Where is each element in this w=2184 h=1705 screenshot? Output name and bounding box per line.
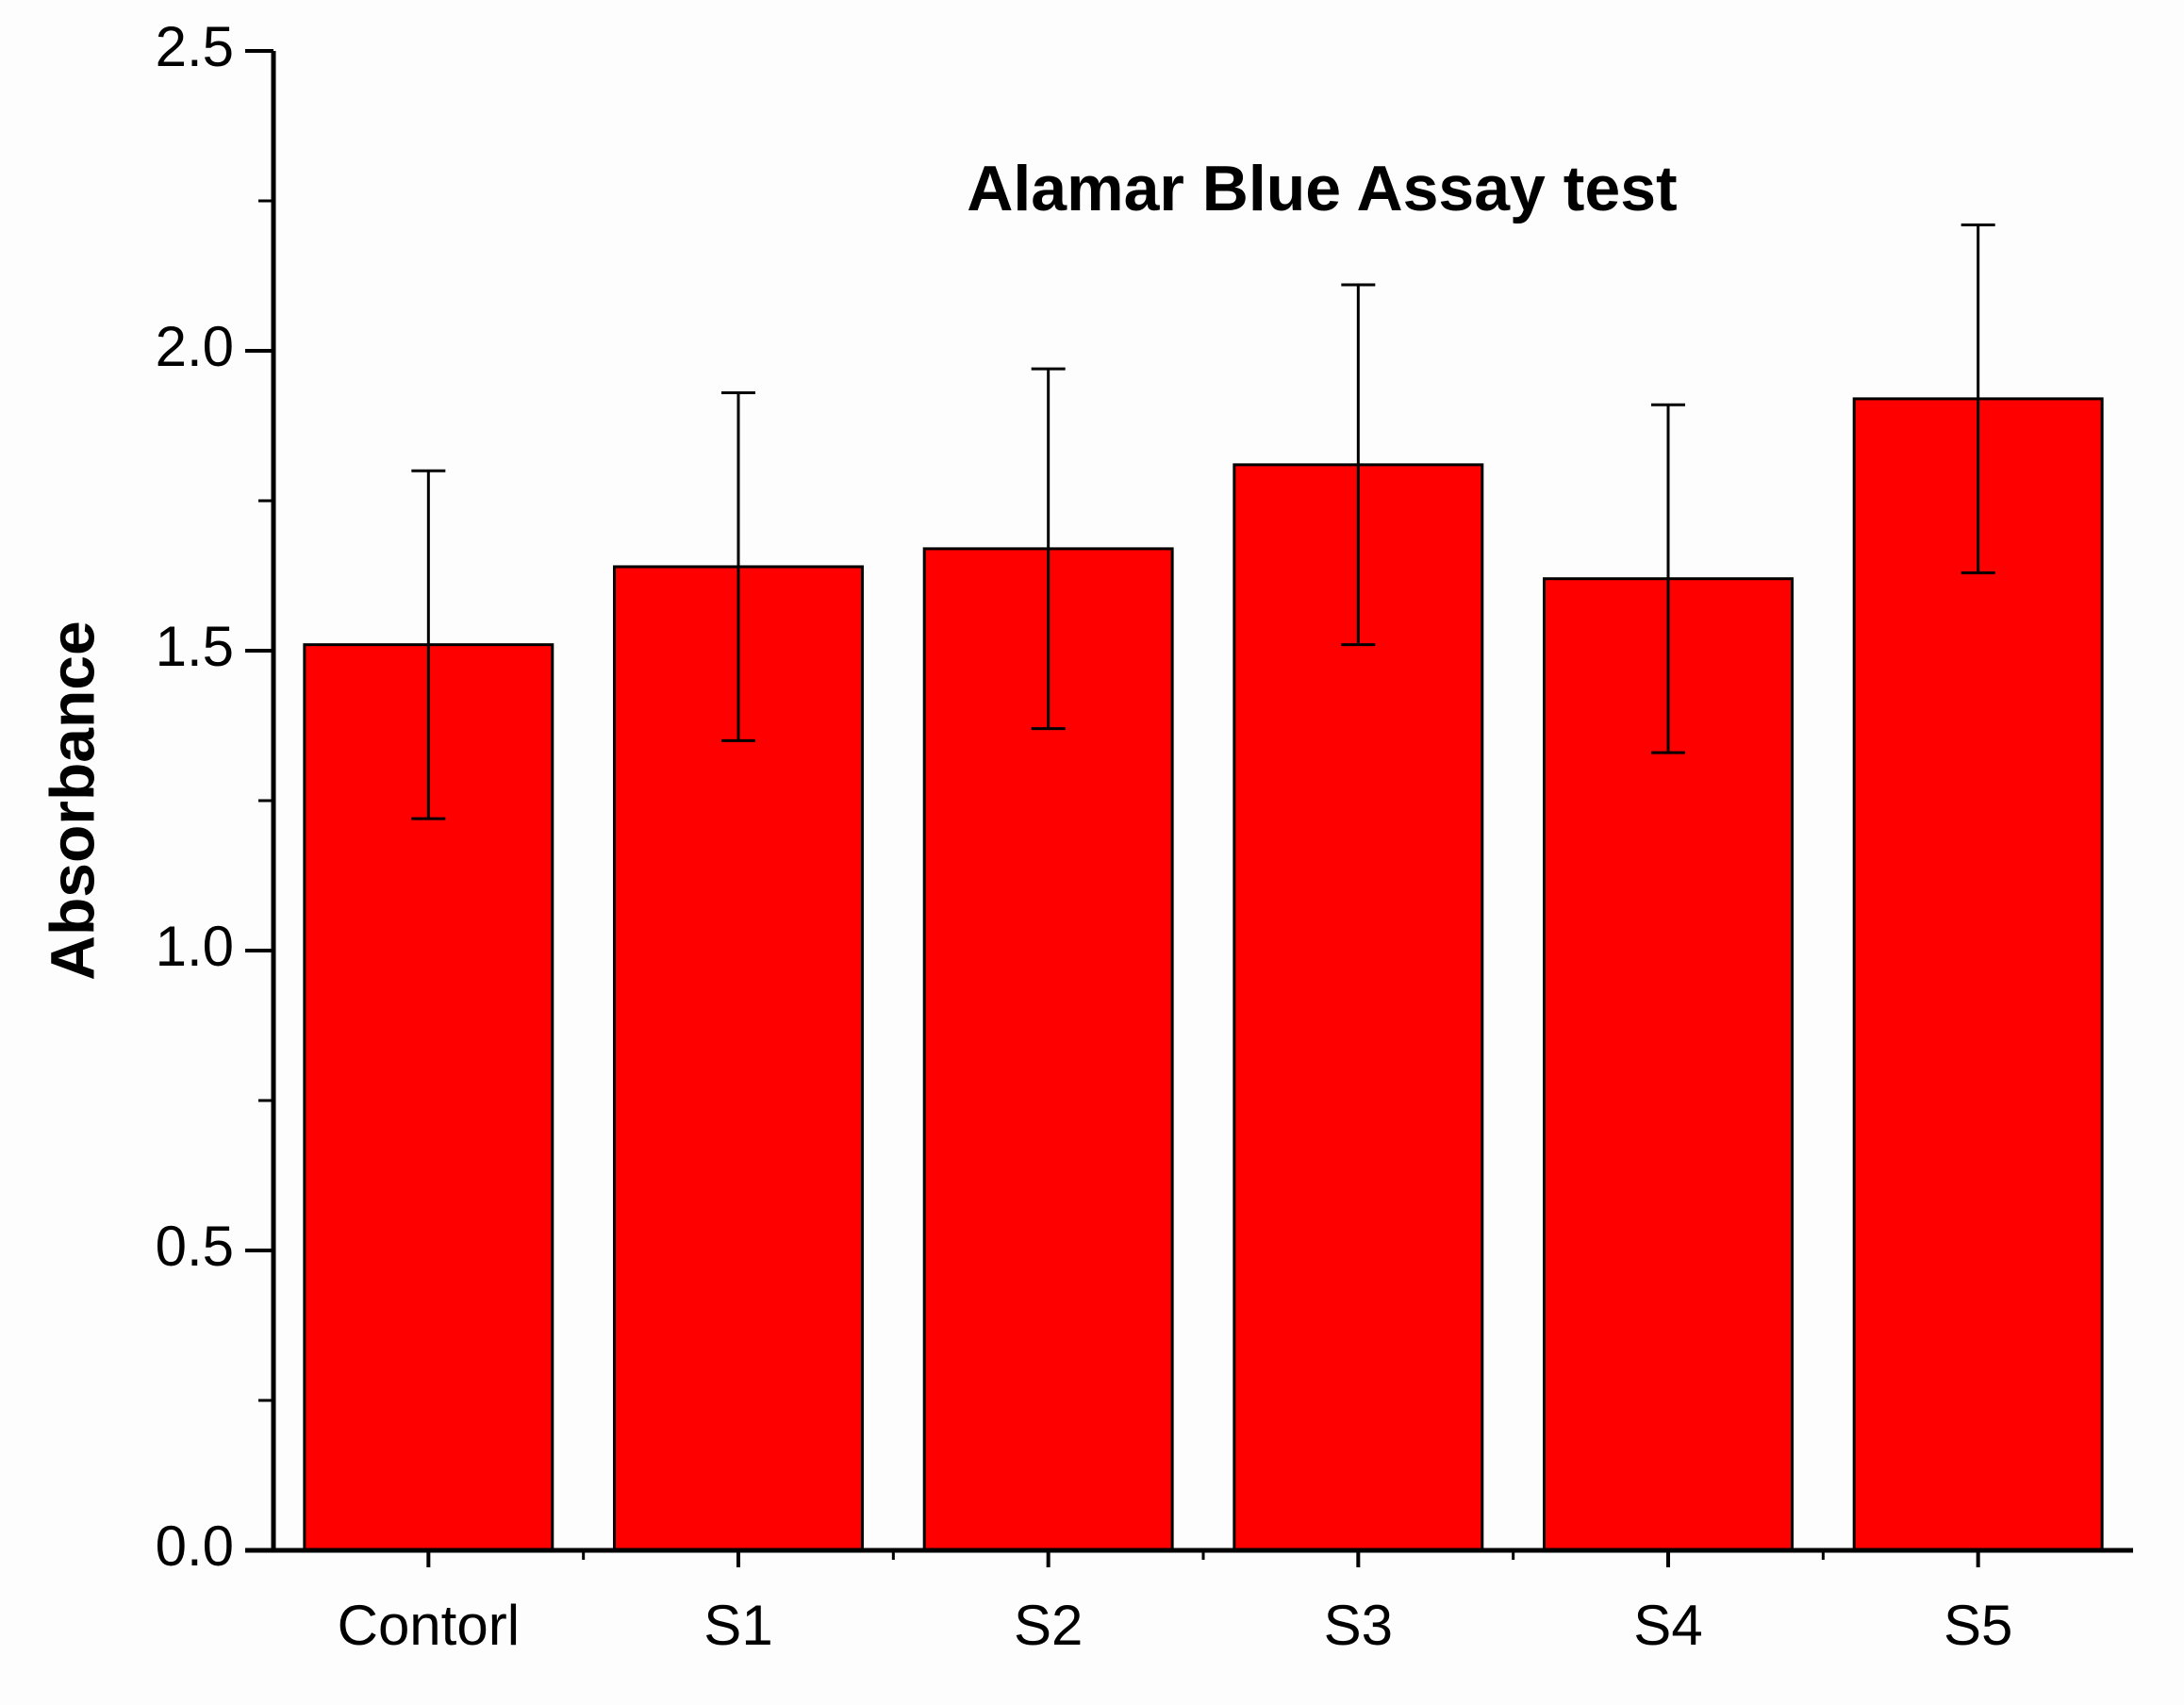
- y-tick-label: 1.0: [156, 915, 234, 978]
- chart-title: Alamar Blue Assay test: [967, 153, 1677, 224]
- y-tick-label: 2.5: [156, 15, 234, 78]
- x-tick-label: S5: [1944, 1594, 2012, 1657]
- x-tick-label: S2: [1014, 1594, 1083, 1657]
- x-tick-label: S4: [1633, 1594, 1702, 1657]
- y-axis-label: Absorbance: [37, 621, 107, 980]
- x-tick-label: S3: [1324, 1594, 1393, 1657]
- x-tick-label: S1: [703, 1594, 772, 1657]
- y-tick-label: 1.5: [156, 615, 234, 678]
- x-tick-label: Contorl: [338, 1594, 520, 1657]
- y-tick-label: 2.0: [156, 315, 234, 378]
- y-tick-label: 0.5: [156, 1215, 234, 1278]
- y-tick-label: 0.0: [156, 1515, 234, 1578]
- bar: [1852, 397, 2104, 1552]
